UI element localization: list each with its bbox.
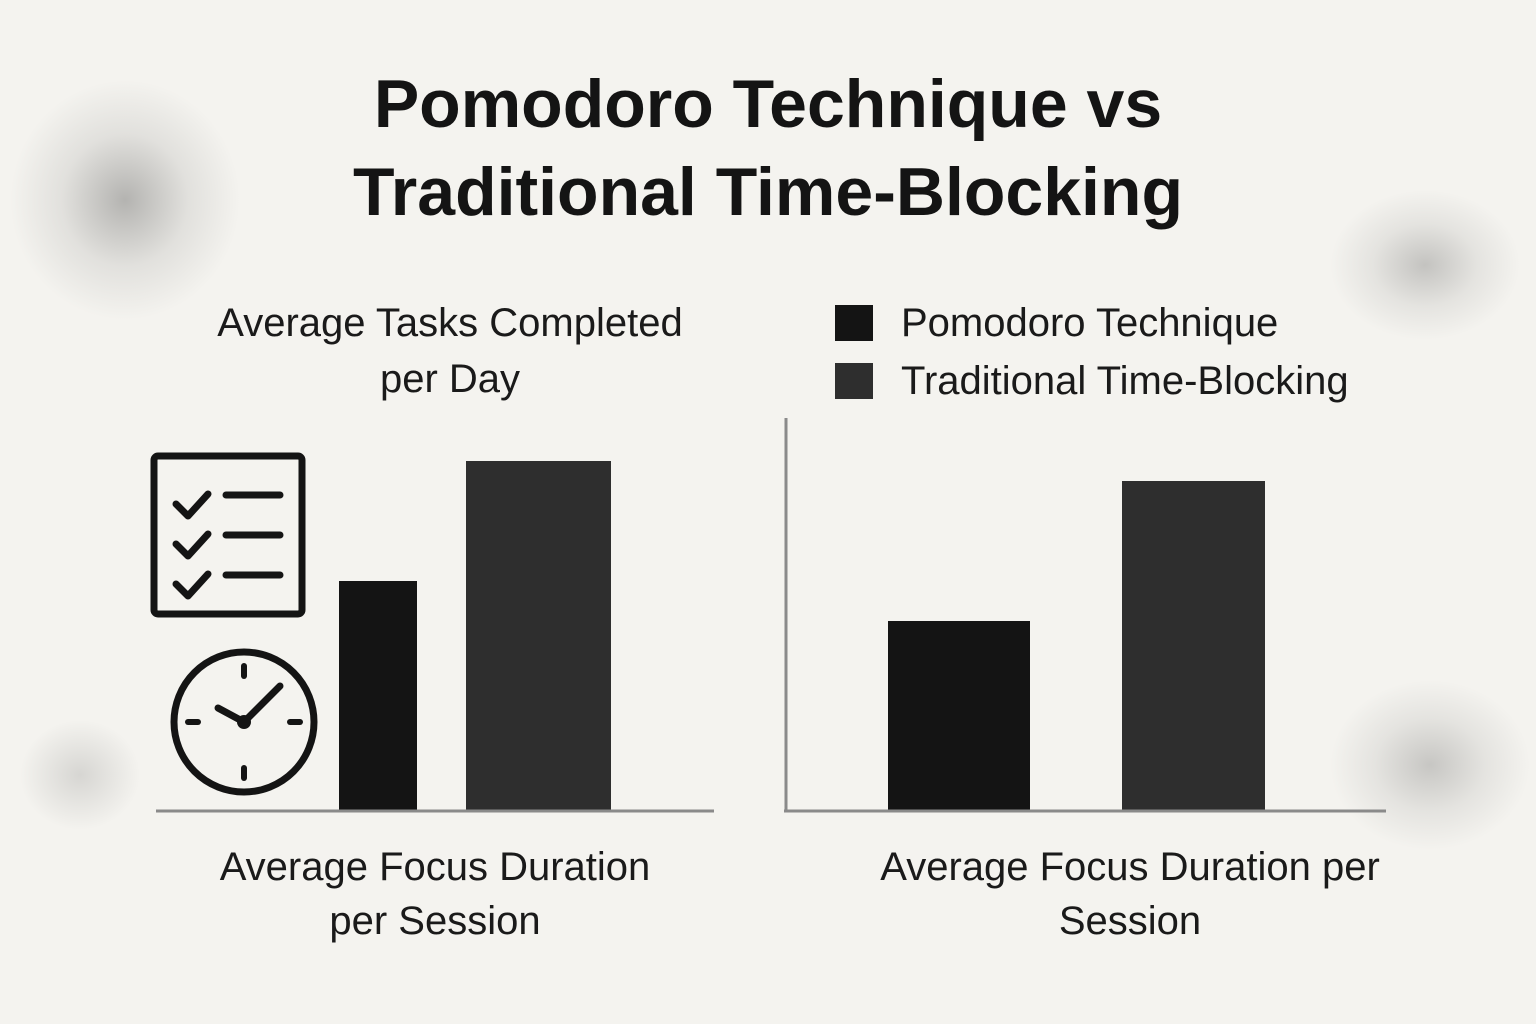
bar-time-blocking-right: [1122, 481, 1265, 811]
legend-item-time-blocking: Traditional Time-Blocking: [835, 352, 1349, 410]
page-title: Pomodoro Technique vs Traditional Time-B…: [0, 60, 1536, 236]
legend-swatch-pomodoro: [835, 305, 873, 341]
left-chart: [156, 461, 714, 813]
title-line-2: Traditional Time-Blocking: [353, 154, 1183, 230]
bar-time-blocking-left: [466, 461, 611, 811]
legend-label-time-blocking: Traditional Time-Blocking: [901, 358, 1349, 403]
left-chart-title: Average Tasks Completed per Day: [217, 301, 683, 401]
clock-icon: [170, 648, 318, 796]
legend-label-pomodoro: Pomodoro Technique: [901, 300, 1279, 345]
right-chart-x-axis-label: Average Focus Duration per Session: [880, 845, 1380, 943]
bar-pomodoro-left: [339, 581, 417, 811]
legend: Pomodoro Technique Traditional Time-Bloc…: [835, 294, 1349, 410]
right-chart: [784, 418, 1386, 813]
legend-swatch-time-blocking: [835, 363, 873, 399]
legend-item-pomodoro: Pomodoro Technique: [835, 294, 1349, 352]
title-line-1: Pomodoro Technique vs: [373, 66, 1163, 142]
left-chart-x-axis-label: Average Focus Duration per Session: [219, 845, 651, 943]
bar-pomodoro-right: [888, 621, 1030, 811]
checklist-icon: [150, 452, 306, 618]
